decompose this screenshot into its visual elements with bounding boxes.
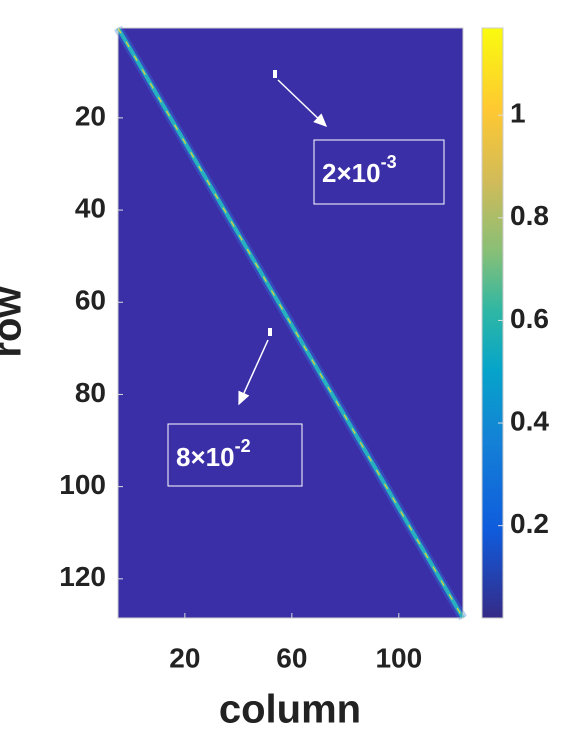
colorbar-tick-label: 0.4 [510,405,549,436]
y-tick-label: 80 [75,377,106,408]
y-axis-label: row [0,286,30,358]
x-tick-label: 20 [169,642,200,673]
plot-frame [117,27,464,619]
annotation-box [167,423,303,487]
y-tick-label: 20 [75,100,106,131]
y-tick-label: 40 [75,192,106,223]
y-tick-label: 120 [59,561,106,592]
y-tick-label: 60 [75,285,106,316]
x-tick-label: 60 [276,642,307,673]
annotation-text: 8×10-2 [176,436,251,472]
x-tick-label: 100 [375,642,422,673]
annotation-marker [273,70,277,78]
annotation-arrow [238,339,269,406]
annotation-arrow [277,79,328,128]
colorbar [481,27,504,619]
colorbar-tick-label: 0.8 [510,200,549,231]
x-axis-label: column [219,688,361,732]
heatmap-diagonal-peak [117,27,464,619]
colorbar-tick-label: 1 [510,98,526,129]
annotation-text: 2×10-3 [322,152,397,188]
annotation-marker [268,328,272,336]
y-tick-label: 100 [59,469,106,500]
colorbar-tick-label: 0.2 [510,508,549,539]
colorbar-tick-label: 0.6 [510,303,549,334]
annotation-box [313,139,445,205]
